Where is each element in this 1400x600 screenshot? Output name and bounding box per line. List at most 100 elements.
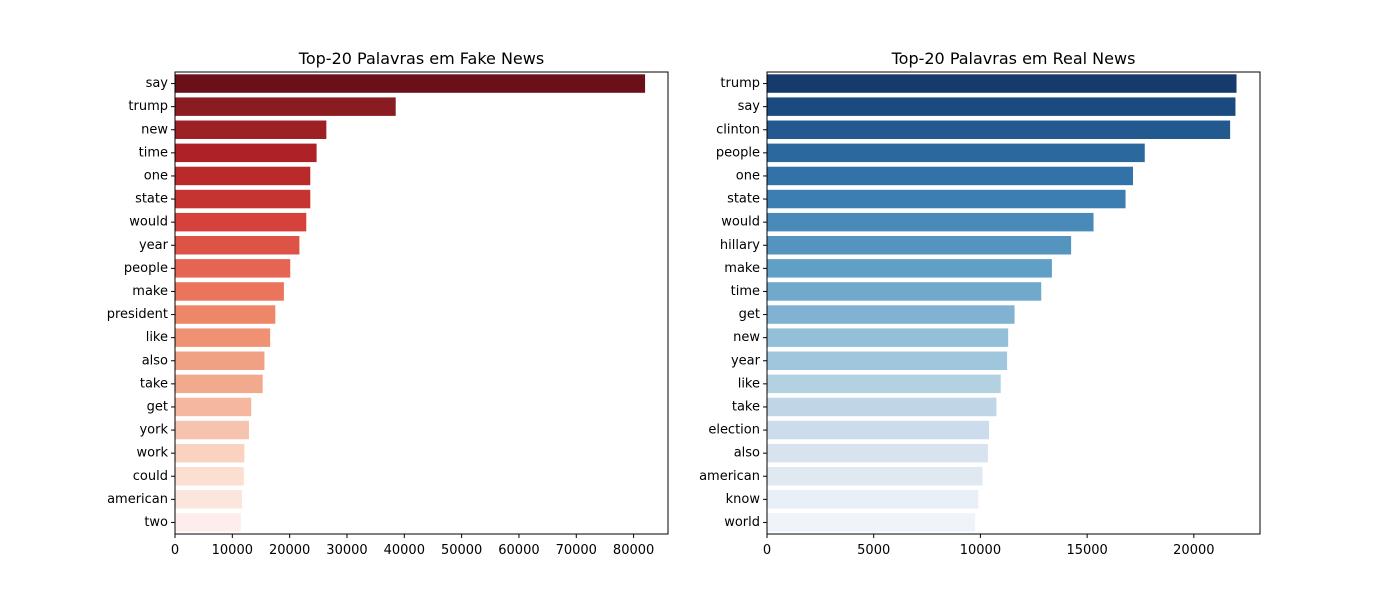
x-tick-label-fake-50000: 50000 [441, 543, 482, 558]
y-tick-label-fake-get: get [147, 399, 168, 414]
y-tick-label-real-say: say [738, 99, 761, 114]
bar-fake-time [175, 143, 317, 163]
x-tick-label-fake-30000: 30000 [326, 543, 367, 558]
y-tick-label-real-make: make [724, 261, 760, 276]
bar-real-year [767, 351, 1008, 370]
x-tick-label-fake-60000: 60000 [498, 543, 539, 558]
y-tick-label-real-also: also [734, 446, 760, 461]
y-tick-label-real-american: american [699, 469, 760, 484]
bar-real-would [767, 212, 1094, 232]
x-tick-label-real-15000: 15000 [1066, 543, 1107, 558]
y-tick-label-fake-say: say [146, 76, 169, 91]
y-tick-label-fake-american: american [107, 492, 168, 507]
bar-fake-president [175, 305, 276, 324]
y-tick-label-real-year: year [731, 353, 761, 368]
y-tick-label-fake-make: make [132, 284, 168, 299]
bar-real-new [767, 328, 1009, 347]
x-tick-label-real-5000: 5000 [857, 543, 890, 558]
bar-real-get [767, 305, 1015, 324]
y-tick-label-fake-trump: trump [128, 99, 168, 114]
y-tick-label-fake-two: two [144, 515, 168, 530]
y-tick-label-fake-state: state [135, 192, 168, 207]
y-tick-label-fake-like: like [146, 330, 168, 345]
bar-fake-people [175, 259, 291, 278]
y-tick-label-real-clinton: clinton [716, 122, 760, 137]
y-tick-label-fake-work: work [137, 446, 169, 461]
y-tick-label-real-state: state [727, 192, 760, 207]
bar-fake-say [175, 74, 646, 93]
bar-fake-year [175, 236, 300, 255]
bar-real-state [767, 189, 1126, 209]
y-tick-label-fake-york: york [139, 423, 168, 438]
y-tick-label-fake-could: could [133, 469, 168, 484]
y-tick-label-real-hillary: hillary [720, 238, 760, 253]
x-tick-label-real-20000: 20000 [1173, 543, 1214, 558]
bar-real-make [767, 259, 1052, 278]
y-tick-label-fake-take: take [140, 376, 168, 391]
bar-real-hillary [767, 236, 1072, 255]
y-tick-label-fake-one: one [144, 168, 168, 183]
bar-fake-state [175, 189, 311, 209]
y-tick-label-real-trump: trump [720, 76, 760, 91]
plot-frame-real [766, 71, 1261, 535]
bar-fake-like [175, 328, 271, 347]
bar-fake-make [175, 282, 284, 301]
bar-real-american [767, 467, 983, 486]
bar-real-clinton [767, 120, 1231, 139]
x-tick-label-real-0: 0 [763, 543, 771, 558]
bar-fake-work [175, 443, 245, 463]
y-tick-label-real-people: people [716, 145, 760, 160]
y-tick-label-real-new: new [733, 330, 760, 345]
y-tick-label-fake-time: time [139, 145, 168, 160]
bar-real-take [767, 397, 997, 417]
bar-fake-also [175, 351, 265, 370]
bar-fake-york [175, 420, 249, 440]
plot-frame-fake [174, 71, 669, 535]
bar-fake-american [175, 490, 243, 509]
y-tick-label-fake-year: year [139, 238, 169, 253]
chart-title-fake: Top-20 Palavras em Fake News [298, 49, 544, 68]
chart-title-real: Top-20 Palavras em Real News [891, 49, 1136, 68]
x-tick-label-real-10000: 10000 [960, 543, 1001, 558]
bar-fake-two [175, 513, 241, 532]
y-tick-label-fake-would: would [129, 215, 168, 230]
y-tick-label-real-world: world [724, 515, 760, 530]
y-tick-label-real-take: take [732, 399, 760, 414]
y-tick-label-fake-people: people [124, 261, 168, 276]
bar-real-world [767, 513, 976, 532]
chart-fake: say trump new time one state would year people ma… [107, 49, 669, 558]
y-tick-label-real-time: time [731, 284, 760, 299]
y-tick-label-real-election: election [708, 423, 760, 438]
bar-real-say [767, 97, 1236, 116]
x-tick-label-fake-0: 0 [171, 543, 179, 558]
y-tick-label-real-would: would [721, 215, 760, 230]
x-tick-label-fake-70000: 70000 [556, 543, 597, 558]
bar-real-trump [767, 74, 1237, 93]
y-tick-label-real-know: know [726, 492, 761, 507]
x-tick-label-fake-20000: 20000 [269, 543, 310, 558]
y-tick-label-real-one: one [736, 168, 760, 183]
y-tick-label-real-get: get [739, 307, 760, 322]
bar-real-like [767, 374, 1001, 394]
chart-real: trump say clinton people one state would hillar… [699, 49, 1261, 558]
bar-fake-new [175, 120, 327, 139]
y-tick-label-real-like: like [738, 376, 760, 391]
bar-real-time [767, 282, 1042, 301]
x-tick-label-fake-40000: 40000 [384, 543, 425, 558]
y-tick-label-fake-new: new [141, 122, 168, 137]
bar-real-election [767, 420, 989, 440]
bar-fake-take [175, 374, 263, 394]
bar-real-also [767, 443, 988, 463]
x-tick-label-fake-10000: 10000 [212, 543, 253, 558]
y-tick-label-fake-president: president [107, 307, 168, 322]
y-tick-label-fake-also: also [142, 353, 168, 368]
bar-fake-could [175, 467, 244, 486]
bar-real-know [767, 490, 979, 509]
bar-fake-one [175, 166, 311, 186]
x-tick-label-fake-80000: 80000 [613, 543, 654, 558]
bar-fake-would [175, 212, 307, 232]
bar-real-one [767, 166, 1134, 186]
bar-fake-trump [175, 97, 396, 116]
